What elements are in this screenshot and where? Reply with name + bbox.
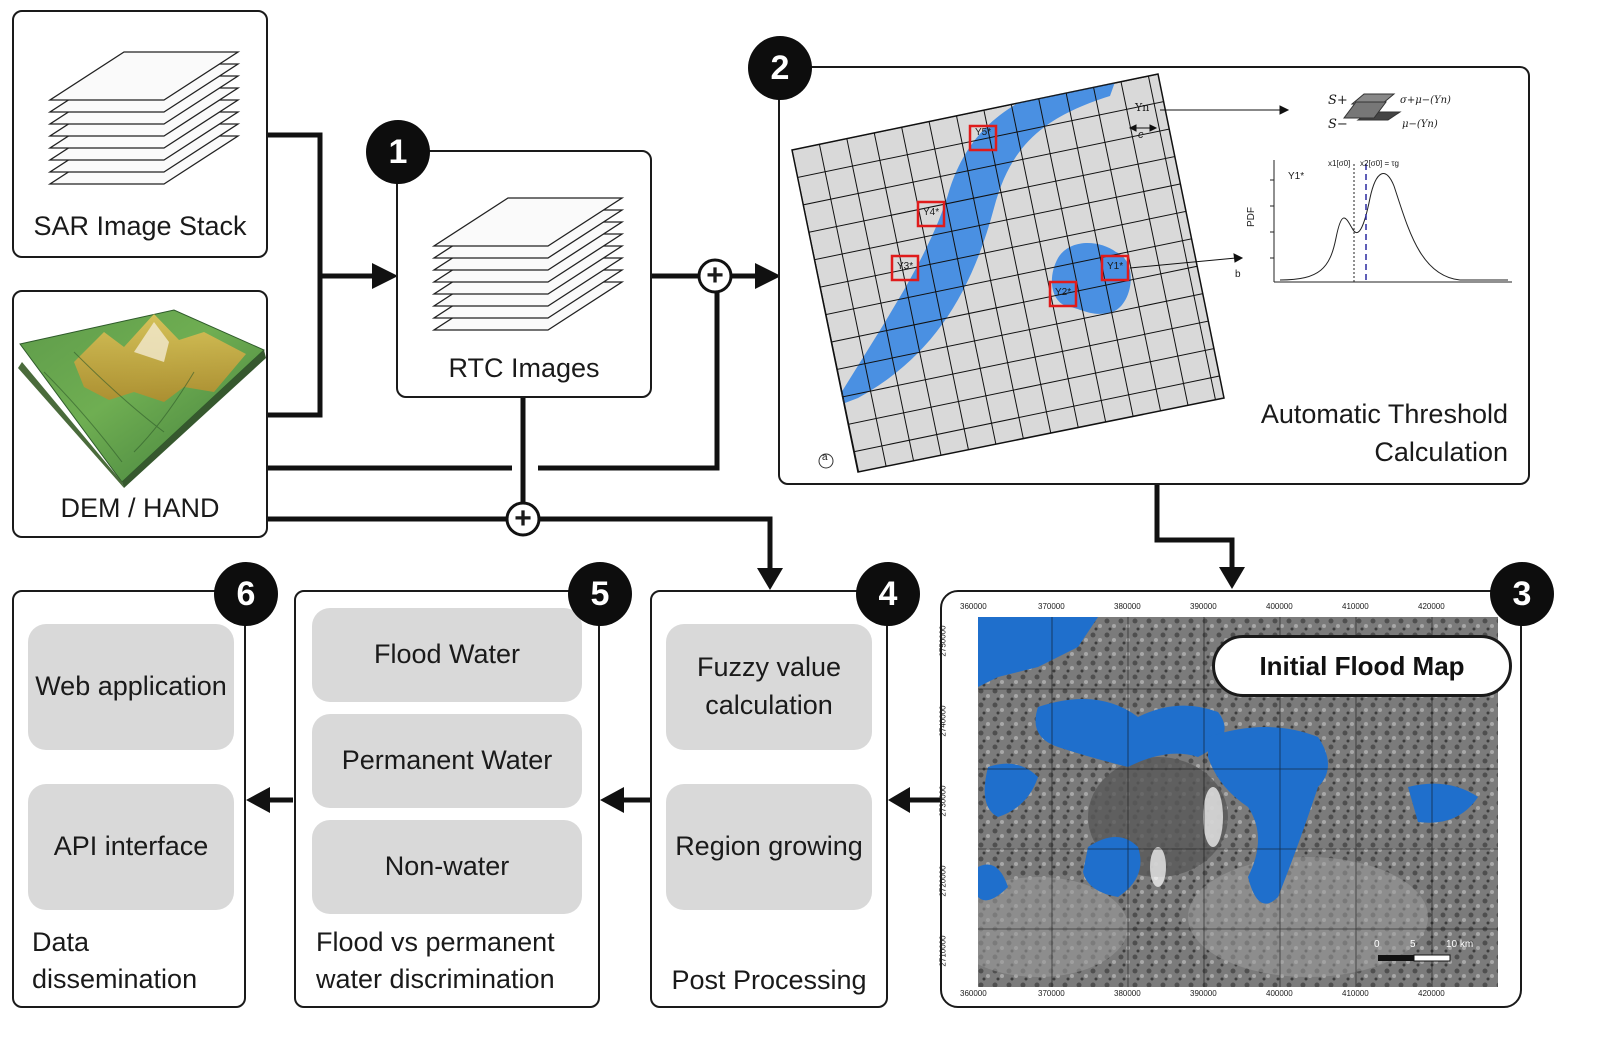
x-tick: 400000 [1266,989,1293,998]
pdf-series-label: Y1* [1288,171,1305,182]
stage1-number-badge: 1 [366,120,430,184]
stage2-label-line2: Calculation [1374,437,1508,467]
dem-hand-label: DEM / HAND [60,493,220,523]
stage6-dissemination-box: Web application API interface Data disse… [12,590,246,1008]
tile-label-yn: Yn [1135,101,1150,114]
y-tick: 2740000 [938,705,948,737]
x-tick: 370000 [1038,989,1065,998]
x-tick: 360000 [960,602,987,611]
s-minus-label: S− [1328,117,1348,132]
stage6-number-badge: 6 [214,562,278,626]
fuzzy-value-calculation-step: Fuzzy value calculation [666,624,872,750]
combine-node-1 [697,258,733,294]
stage6-label-line2: dissemination [32,964,198,994]
scale-tick: 0 [1374,939,1380,950]
tile-y3 [890,254,920,282]
region-growing-step: Region growing [666,784,872,910]
stage4-post-processing-box: Fuzzy value calculation Region growing P… [650,590,888,1008]
tile-label-y1: Y1* [1107,261,1124,272]
combine-symbol-2: + [514,502,532,535]
y-tick: 2730000 [938,785,948,817]
x-tick: 400000 [1266,602,1293,611]
sigma-label: σ+μ−(Yn) [1400,95,1451,106]
x-tick: 380000 [1114,989,1141,998]
arrowhead-to-stage4-left [888,787,910,813]
stage5-label-line2: water discrimination [316,964,555,994]
y-tick: 2710000 [938,935,948,967]
s-plus-label: S+ [1328,93,1348,108]
stage4-label: Post Processing [671,965,867,995]
pdf-x2-label: x2[σ0] = τg [1360,159,1400,168]
y-tick: 2750000 [938,625,948,657]
tile-y4 [916,200,946,228]
terrain-icon [18,309,266,488]
tile-size-label: c [1138,129,1144,141]
stage1-rtc-box: RTC Images [396,150,652,398]
arrowhead-to-stage2 [755,263,781,289]
x-tick: 390000 [1190,602,1217,611]
initial-flood-map-title: Initial Flood Map [1212,635,1512,697]
combine-node-2 [505,501,541,537]
y-tick: 2720000 [938,865,948,897]
combine-symbol-1: + [706,259,724,292]
x-tick: 410000 [1342,989,1369,998]
scale-tick: 5 [1410,939,1416,950]
arrowhead-to-stage3 [1219,567,1245,589]
stage3-number-badge: 3 [1490,562,1554,626]
x-tick: 420000 [1418,602,1445,611]
arrowhead-to-stage1 [372,263,398,289]
map-x-ticks-top: 360000 370000 380000 390000 400000 41000… [960,603,1500,615]
map-x-ticks-bottom: 360000 370000 380000 390000 400000 41000… [960,990,1500,1002]
x-tick: 380000 [1114,602,1141,611]
tiling-grid-diagram [791,73,1512,473]
scale-tick: 10 km [1446,939,1474,950]
x-tick: 420000 [1418,989,1445,998]
sar-image-stack-box: SAR Image Stack [12,10,268,258]
tile-y5 [968,124,998,152]
arrowhead-to-stage6 [246,787,270,813]
map-y-ticks: 2750000 2740000 2730000 2720000 2710000 [939,617,968,987]
sar-image-stack-label: SAR Image Stack [33,211,247,241]
stage2-number-badge: 2 [748,36,812,100]
stage1-label: RTC Images [448,353,600,383]
x-tick: 360000 [960,989,987,998]
panel-a-label: a [822,452,828,463]
tile-label-y2: Y2* [1055,287,1072,298]
pdf-x1-label: x1[σ0] [1328,159,1351,168]
stage5-number-badge: 5 [568,562,632,626]
rtc-stack-icon [431,197,625,331]
flood-water-class: Flood Water [312,608,582,702]
stage4-number-badge: 4 [856,562,920,626]
arrowhead-to-stage4 [757,568,783,590]
map-scale-labels: 0 5 10 km [1370,940,1480,954]
arrowhead-to-stage5 [600,787,624,813]
stage5-label-line1: Flood vs permanent [316,927,555,957]
dem-hand-box: DEM / HAND [12,290,268,538]
permanent-water-class: Permanent Water [312,714,582,808]
tile-label-y5: Y5* [975,127,992,138]
non-water-class: Non-water [312,820,582,914]
x-tick: 390000 [1190,989,1217,998]
stage2-label-line1: Automatic Threshold [1260,399,1508,429]
pdf-axis-label: PDF [1246,207,1257,227]
tile-label-y3: Y3* [897,261,914,272]
mu-label: μ−(Yn) [1402,119,1438,130]
x-tick: 370000 [1038,602,1065,611]
stage2-threshold-box: Y5* Y4* Y3* Y2* Y1* Yn c a b S+ S− σ+μ−(… [778,66,1530,485]
panel-b-label: b [1235,269,1241,280]
stage6-label-line1: Data [32,927,90,957]
tile-y2 [1048,280,1078,308]
tile-y1 [1100,254,1130,282]
api-interface-channel: API interface [28,784,234,910]
initial-flood-map-image [978,617,1498,987]
web-application-channel: Web application [28,624,234,750]
image-stack-icon [47,51,241,185]
tile-label-y4: Y4* [923,207,940,218]
stage5-discrimination-box: Flood Water Permanent Water Non-water Fl… [294,590,600,1008]
x-tick: 410000 [1342,602,1369,611]
